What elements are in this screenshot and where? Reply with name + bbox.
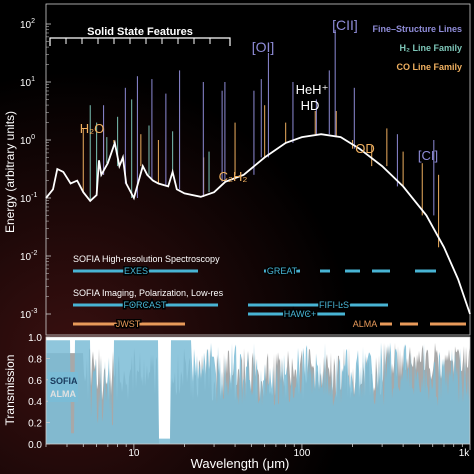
instrument-fifi-ls: FIFI-LS bbox=[248, 299, 388, 312]
instrument-forcast: FORCAST bbox=[73, 299, 218, 312]
instrument-hawc: HAWC+ bbox=[248, 308, 345, 321]
jwst-label: JWST bbox=[116, 319, 141, 329]
section-imaging: SOFIA Imaging, Polarization, Low-res bbox=[73, 288, 224, 298]
section-hires: SOFIA High-resolution Spectroscopy bbox=[73, 254, 220, 264]
solid-state-label: Solid State Features bbox=[87, 26, 193, 38]
label-ci: [CI] bbox=[418, 148, 438, 163]
transmission-y-tick-label: 1.0 bbox=[28, 333, 42, 344]
fifi-ls-label: FIFI-LS bbox=[319, 300, 349, 310]
transmission-plot-frame bbox=[45, 336, 471, 445]
hawc-label: HAWC+ bbox=[284, 309, 316, 319]
label-c2h2: C₂H₂ bbox=[219, 169, 248, 184]
x-tick-label: 1k bbox=[459, 448, 471, 459]
transmission-y-tick-label: 0.8 bbox=[28, 354, 42, 365]
exes-label: EXES bbox=[124, 266, 148, 276]
instrument-great: GREAT bbox=[264, 265, 436, 278]
x-tick-label: 10 bbox=[128, 448, 140, 459]
x-axis-label: Wavelength (μm) bbox=[191, 456, 290, 471]
label-od: OD bbox=[355, 141, 375, 156]
energy-plot-frame bbox=[45, 3, 471, 336]
instrument-exes: EXES bbox=[73, 265, 198, 278]
transmission-y-tick-label: 0.0 bbox=[28, 440, 42, 451]
instrument-alma: ALMA bbox=[351, 318, 466, 331]
transmission-y-tick-label: 0.6 bbox=[28, 376, 42, 387]
transmission-y-tick-label: 0.4 bbox=[28, 397, 42, 408]
solid-state-bracket: Solid State Features bbox=[49, 26, 231, 46]
legend-co: CO Line Family bbox=[396, 62, 462, 72]
label-hd: HD bbox=[301, 98, 320, 113]
label-oi: [OI] bbox=[252, 39, 275, 55]
legend-fine-structure: Fine–Structure Lines bbox=[372, 24, 462, 34]
transmission-legend-box bbox=[48, 372, 78, 402]
label-cii: [CII] bbox=[332, 17, 358, 33]
transmission-y-ticks: 1.0 0.8 0.6 0.4 0.2 0.0 bbox=[28, 333, 50, 451]
sofia-transmission bbox=[46, 340, 470, 444]
alma-label: ALMA bbox=[353, 319, 378, 329]
instrument-jwst: JWST bbox=[73, 318, 185, 331]
x-axis-ticks: 10 100 1k bbox=[45, 444, 471, 459]
sed-curve bbox=[45, 133, 471, 315]
label-h2o: H₂O bbox=[80, 121, 105, 136]
transmission-y-label: Transmission bbox=[3, 355, 17, 426]
energy-y-label: Energy (arbitrary units) bbox=[3, 111, 17, 233]
legend-sofia: SOFIA bbox=[50, 376, 78, 386]
label-heh: HeH⁺ bbox=[296, 82, 329, 97]
legend-h2: H₂ Line Family bbox=[399, 43, 462, 53]
x-tick-label: 100 bbox=[294, 448, 311, 459]
forcast-label: FORCAST bbox=[123, 300, 167, 310]
great-label: GREAT bbox=[267, 266, 298, 276]
legend-alma: ALMA bbox=[50, 389, 76, 399]
transmission-y-tick-label: 0.2 bbox=[28, 419, 42, 430]
emission-lines bbox=[82, 29, 440, 248]
